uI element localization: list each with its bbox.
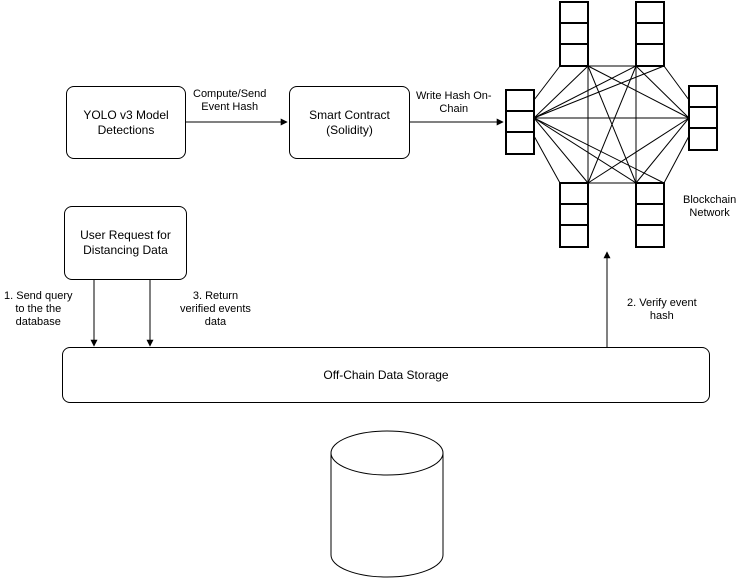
node-label: YOLO v3 Model [83,107,169,122]
node-label: Distancing Data [83,243,168,257]
node-label: Smart Contract [309,107,390,122]
blockchain-node-right [688,85,718,151]
blockchain-node-left [505,89,535,155]
edge-label-line: verified events [180,303,251,315]
edge-label-return-verified: 3. Return verified events data [180,290,251,329]
blockchain-mesh [533,65,690,184]
blockchain-node-bottom-right [635,182,665,248]
edge-label-verify-hash: 2. Verify event hash [627,297,697,323]
edge-label-line: 1. Send query [4,290,73,302]
edge-label-line: 2. Verify event [627,297,697,309]
node-label: Detections [97,122,155,137]
edge-label-line: database [15,316,61,328]
edge-label-line: data [204,316,227,328]
edge-label-line: to the the [15,303,62,315]
node-label: Blockchain [683,194,737,206]
node-label: Off-Chain Data Storage [323,367,449,382]
edge-label-line: hash [649,310,674,322]
off-chain-storage-node: Off-Chain Data Storage [62,347,710,403]
blockchain-node-bottom-left [559,182,589,248]
node-label: Network [689,207,730,219]
node-label: (Solidity) [326,122,373,137]
edge-label-write-hash: Write Hash On- Chain [416,90,492,116]
user-request-node: User Request for Distancing Data [64,206,187,280]
edge-label-compute-send: Compute/Send Event Hash [193,88,266,114]
blockchain-node-top-left [559,1,589,67]
edge-label-line: Compute/Send [193,88,267,100]
edge-label-send-query: 1. Send query to the the database [4,290,73,329]
edge-label-line: 3. Return [192,290,239,302]
blockchain-network-label: Blockchain Network [683,194,736,220]
edge-label-line: Write Hash On- [416,90,492,102]
yolo-detections-node: YOLO v3 Model Detections [66,86,186,159]
database-cylinder-icon [330,430,444,578]
node-label: User Request for [80,228,171,242]
blockchain-node-top-right [635,1,665,67]
smart-contract-node: Smart Contract (Solidity) [289,86,410,159]
edge-label-line: Event Hash [201,101,259,113]
edge-label-line: Chain [439,103,469,115]
